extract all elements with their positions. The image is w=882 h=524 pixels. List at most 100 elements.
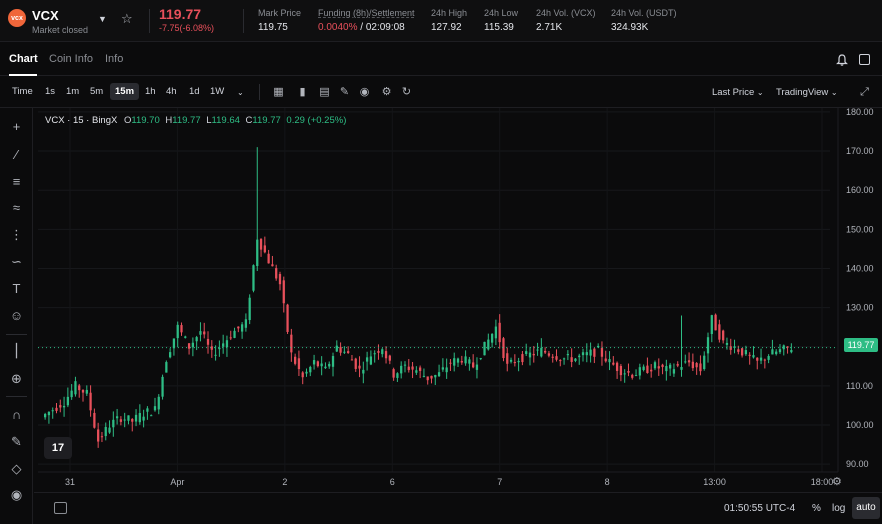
divider [6,334,27,335]
brush-icon[interactable]: ∽ [11,254,22,269]
clock[interactable]: 01:50:55 UTC-4 [724,503,796,514]
vol-vcx-label: 24h Vol. (VCX) [536,8,596,18]
candle-body [710,315,713,335]
tradingview-select[interactable]: TradingView ⌄ [776,87,838,98]
camera-icon[interactable]: ◉ [359,86,370,98]
candle-body [464,356,467,364]
candle-body [229,337,232,339]
candle-body [165,362,168,373]
candle-body [203,331,206,335]
candle-body [127,415,130,421]
candle-body [252,265,255,291]
candle-body [619,365,623,376]
candle-body [434,374,437,378]
calendar-icon[interactable] [54,502,67,514]
emoji-icon[interactable]: ☺ [9,308,24,323]
candle-body [70,390,73,398]
candle-body [248,297,251,321]
funding-rate: 0.0040% [318,22,358,33]
text-icon[interactable]: T [12,281,21,296]
low-value: 115.39 [484,22,514,33]
candle-body [161,376,164,397]
projection-icon[interactable]: ⋮ [10,227,23,242]
percent-toggle[interactable]: % [812,503,821,514]
candle-body [585,352,588,356]
chevron-down-icon[interactable]: ▼ [98,14,107,24]
bell-icon[interactable] [836,54,848,66]
candle-body [297,358,301,370]
candle-body [547,353,551,356]
chevron-down-icon[interactable]: ⌄ [237,88,244,97]
zoom-icon[interactable]: ⊕ [11,371,22,386]
x-tick-label: 13:00 [703,477,726,487]
bottom-bar: 01:50:55 UTC-4 % log auto [34,492,882,524]
tab-coin-info[interactable]: Coin Info [49,53,94,65]
timeframe-1h[interactable]: 1h [145,86,156,97]
reset-icon[interactable]: ↻ [401,86,412,98]
log-toggle[interactable]: log [832,503,846,514]
timeframe-1s[interactable]: 1s [45,86,56,97]
candle-body [104,426,107,437]
candle-body [581,352,585,356]
timeframe-5m[interactable]: 5m [90,86,104,97]
template-icon[interactable]: ▤ [319,86,330,98]
coin-symbol[interactable]: VCX [32,8,59,23]
price-change: -7.75(-6.08%) [159,23,215,33]
chart-type-icon[interactable]: ▮ [299,86,306,98]
candle-body [263,245,266,253]
trend-line-icon[interactable]: ∕ [15,147,18,162]
pattern-icon[interactable]: ≈ [12,200,21,215]
candle-body [131,418,134,422]
fib-icon[interactable]: ≡ [12,174,21,189]
indicators-icon[interactable]: ▦ [273,86,284,98]
candle-body [259,238,263,250]
candle-body [411,366,414,370]
candlestick-chart[interactable]: 90.00100.00110.00120.00130.00140.00150.0… [34,108,882,492]
low-stat: 24h Low 115.39 [484,8,518,33]
candle-body [589,349,592,356]
candle-body [150,415,153,417]
tab-chart[interactable]: Chart [9,53,38,65]
auto-toggle[interactable]: auto [852,497,880,519]
chevron-down-icon: ⌄ [830,88,838,97]
funding-stat[interactable]: Funding (8h)/Settlement 0.0040% / 02:09:… [318,8,415,33]
ruler-icon[interactable]: ⎮ [13,343,20,358]
candle-body [608,359,611,363]
candle-body [388,355,391,361]
lock-icon[interactable]: ◇ [11,461,22,476]
draw-lock-icon[interactable]: ✎ [11,434,22,449]
candle-body [275,268,278,279]
tab-info[interactable]: Info [105,53,124,65]
star-icon[interactable]: ☆ [121,11,133,26]
candle-body [233,330,236,338]
gear-icon[interactable]: ⚙ [832,476,842,488]
timeframe-1m[interactable]: 1m [66,86,80,97]
candle-body [430,375,433,379]
candle-body [278,274,282,285]
legend-high: 119.77 [172,115,201,126]
fullscreen-icon[interactable]: ⤢ [860,86,869,98]
timeframe-4h[interactable]: 4h [166,86,177,97]
candle-body [199,331,202,335]
candle-body [123,419,126,421]
time-label[interactable]: Time [12,86,33,97]
y-tick-label: 110.00 [846,381,873,391]
crosshair-icon[interactable]: + [12,119,21,134]
candle-body [331,356,335,367]
timeframe-1d[interactable]: 1d [189,86,200,97]
panel-icon[interactable] [859,54,870,65]
eye-icon[interactable]: ◉ [10,487,23,502]
tradingview-logo[interactable]: 17 [44,437,72,459]
candle-body [169,352,172,358]
timeframe-15m[interactable]: 15m [110,83,140,100]
candle-body [44,414,47,418]
candle-body [354,358,357,369]
candle-body [225,340,229,348]
last-price-select[interactable]: Last Price ⌄ [712,87,764,98]
settings-icon[interactable]: ⚙ [381,86,392,98]
high-stat: 24h High 127.92 [431,8,467,33]
magnet-icon[interactable]: ∩ [11,407,22,422]
pencil-icon[interactable]: ✎ [339,86,350,98]
timeframe-1w[interactable]: 1W [210,86,225,97]
candle-body [790,350,793,353]
